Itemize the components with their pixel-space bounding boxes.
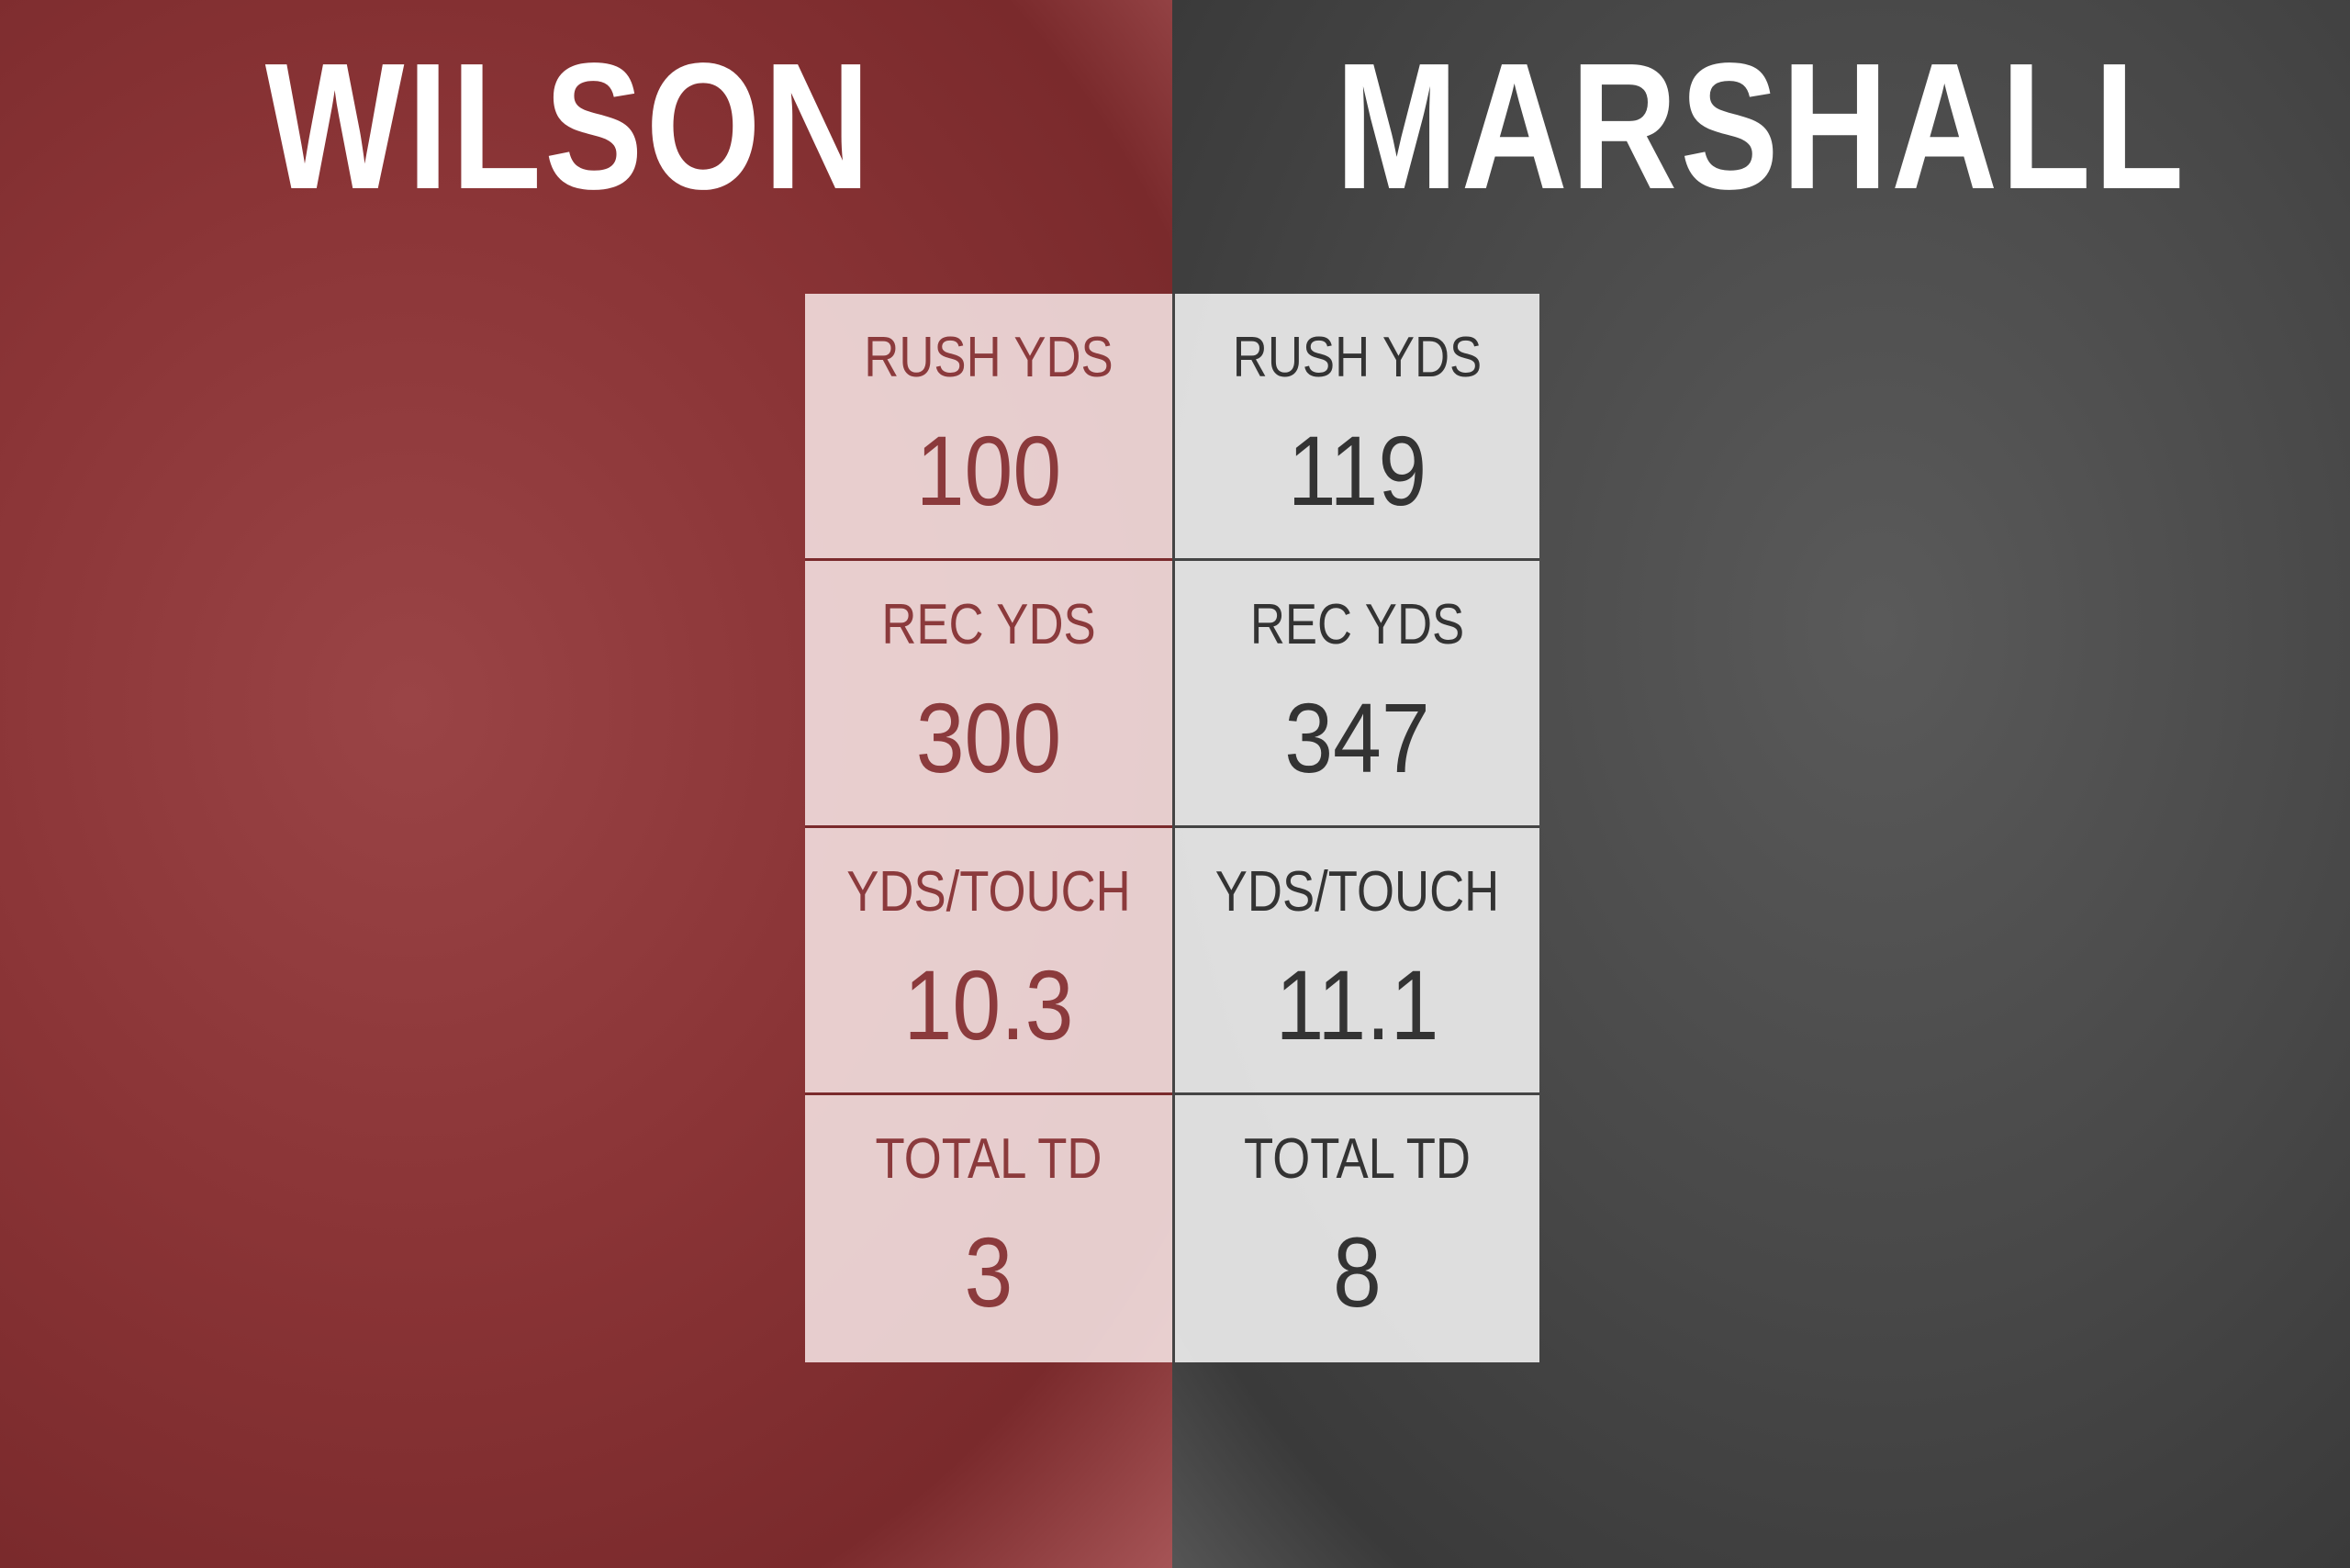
stat-value: 10.3: [903, 949, 1074, 1060]
stat-label: YDS/TOUCH: [1214, 860, 1500, 924]
player-name: MARSHALL: [1335, 26, 2188, 227]
stat-label: REC YDS: [1249, 593, 1465, 656]
stat-label: TOTAL TD: [875, 1127, 1102, 1191]
stat-cell: RUSH YDS 100: [805, 294, 1172, 561]
stat-value: 8: [1333, 1216, 1382, 1327]
stat-cell: TOTAL TD 3: [805, 1095, 1172, 1362]
stat-cell: RUSH YDS 119: [1172, 294, 1539, 561]
stat-value: 300: [915, 682, 1062, 793]
stat-cell: TOTAL TD 8: [1172, 1095, 1539, 1362]
stat-cell: YDS/TOUCH 10.3: [805, 828, 1172, 1095]
stat-cell: REC YDS 300: [805, 561, 1172, 828]
stat-value: 119: [1287, 415, 1427, 526]
stat-value: 347: [1284, 682, 1430, 793]
stat-cell: YDS/TOUCH 11.1: [1172, 828, 1539, 1095]
stat-label: RUSH YDS: [1232, 326, 1483, 389]
stat-label: REC YDS: [881, 593, 1096, 656]
stat-cell: REC YDS 347: [1172, 561, 1539, 828]
stat-label: TOTAL TD: [1244, 1127, 1471, 1191]
stat-value: 11.1: [1275, 949, 1439, 1060]
stat-value: 100: [915, 415, 1062, 526]
player-name: WILSON: [264, 26, 874, 227]
stat-label: RUSH YDS: [864, 326, 1113, 389]
stat-label: YDS/TOUCH: [846, 860, 1131, 924]
stat-value: 3: [964, 1216, 1013, 1327]
